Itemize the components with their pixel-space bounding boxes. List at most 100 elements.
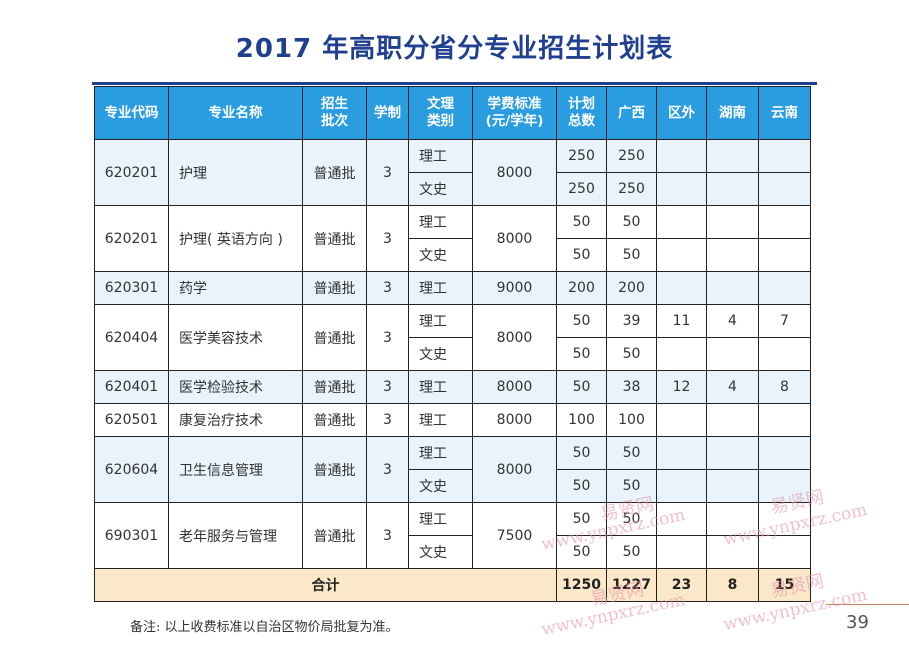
cell-code: 690301 bbox=[94, 502, 169, 569]
header-batch: 招生 批次 bbox=[302, 86, 367, 140]
header-code: 专业代码 bbox=[94, 86, 169, 140]
cell-outside: 11 bbox=[656, 304, 707, 338]
cell-plan-total: 50 bbox=[556, 436, 607, 470]
cell-yunnan bbox=[758, 535, 811, 569]
cell-batch: 普通批 bbox=[302, 436, 367, 503]
total-row: 合计 1250 1227 23 8 15 bbox=[94, 568, 811, 602]
cell-yunnan bbox=[758, 139, 811, 173]
cell-outside bbox=[656, 436, 707, 470]
cell-category: 理工 bbox=[408, 436, 473, 470]
title-rule bbox=[92, 82, 817, 85]
header-plan-total: 计划 总数 bbox=[556, 86, 607, 140]
cell-years: 3 bbox=[366, 436, 409, 503]
cell-category: 文史 bbox=[408, 535, 473, 569]
cell-hunan bbox=[706, 172, 759, 206]
cell-batch: 普通批 bbox=[302, 403, 367, 437]
cell-fee: 9000 bbox=[472, 271, 557, 305]
table-row: 620201 护理( 英语方向 ) 普通批 3 理工 8000 50 50 bbox=[94, 205, 811, 272]
cell-hunan bbox=[706, 238, 759, 272]
header-yunnan: 云南 bbox=[758, 86, 811, 140]
cell-code: 620201 bbox=[94, 205, 169, 272]
cell-outside bbox=[656, 535, 707, 569]
cell-plan-total: 250 bbox=[556, 139, 607, 173]
table-row: 620201 护理 普通批 3 理工 8000 250 250 bbox=[94, 139, 811, 206]
cell-guangxi: 50 bbox=[606, 502, 657, 536]
total-hunan: 8 bbox=[706, 568, 759, 602]
cell-years: 3 bbox=[366, 370, 409, 404]
cell-years: 3 bbox=[366, 403, 409, 437]
cell-yunnan bbox=[758, 403, 811, 437]
cell-code: 620301 bbox=[94, 271, 169, 305]
cell-outside bbox=[656, 469, 707, 503]
cell-years: 3 bbox=[366, 502, 409, 569]
cell-outside: 12 bbox=[656, 370, 707, 404]
page-title: 2017 年高职分省分专业招生计划表 bbox=[235, 34, 674, 64]
cell-yunnan bbox=[758, 238, 811, 272]
cell-years: 3 bbox=[366, 271, 409, 305]
cell-category: 文史 bbox=[408, 172, 473, 206]
cell-outside bbox=[656, 238, 707, 272]
cell-code: 620401 bbox=[94, 370, 169, 404]
cell-major-name: 医学美容技术 bbox=[168, 304, 303, 371]
page-number-rule bbox=[826, 604, 909, 605]
cell-fee: 8000 bbox=[472, 304, 557, 371]
table-row: 620604 卫生信息管理 普通批 3 理工 8000 50 50 bbox=[94, 436, 811, 503]
cell-outside bbox=[656, 403, 707, 437]
header-fee: 学费标准 (元/学年) bbox=[472, 86, 557, 140]
cell-guangxi: 39 bbox=[606, 304, 657, 338]
cell-batch: 普通批 bbox=[302, 304, 367, 371]
total-yunnan: 15 bbox=[758, 568, 811, 602]
cell-outside bbox=[656, 172, 707, 206]
cell-category: 理工 bbox=[408, 502, 473, 536]
cell-batch: 普通批 bbox=[302, 370, 367, 404]
cell-plan-total: 100 bbox=[556, 403, 607, 437]
cell-guangxi: 250 bbox=[606, 172, 657, 206]
cell-category: 文史 bbox=[408, 469, 473, 503]
cell-yunnan bbox=[758, 469, 811, 503]
cell-hunan: 4 bbox=[706, 304, 759, 338]
header-years: 学制 bbox=[366, 86, 409, 140]
cell-batch: 普通批 bbox=[302, 139, 367, 206]
table-row: 文史 50 50 bbox=[95, 238, 811, 272]
header-row: 专业代码 专业名称 招生 批次 学制 文理 类别 学费标准 (元/学年) 计划 总数 广… bbox=[94, 86, 811, 140]
cell-years: 3 bbox=[366, 205, 409, 272]
cell-fee: 8000 bbox=[472, 205, 557, 272]
cell-outside bbox=[656, 337, 707, 371]
cell-guangxi: 50 bbox=[606, 238, 657, 272]
cell-hunan bbox=[706, 502, 759, 536]
cell-major-name: 药学 bbox=[168, 271, 303, 305]
cell-guangxi: 38 bbox=[606, 370, 657, 404]
cell-plan-total: 50 bbox=[556, 502, 607, 536]
cell-yunnan bbox=[758, 205, 811, 239]
cell-code: 620404 bbox=[94, 304, 169, 371]
header-name: 专业名称 bbox=[168, 86, 303, 140]
cell-batch: 普通批 bbox=[302, 271, 367, 305]
total-plan: 1250 bbox=[556, 568, 607, 602]
total-label: 合计 bbox=[94, 568, 557, 602]
cell-fee: 8000 bbox=[472, 403, 557, 437]
cell-years: 3 bbox=[366, 139, 409, 206]
cell-code: 620501 bbox=[94, 403, 169, 437]
cell-fee: 8000 bbox=[472, 370, 557, 404]
cell-hunan bbox=[706, 403, 759, 437]
cell-yunnan bbox=[758, 436, 811, 470]
cell-plan-total: 50 bbox=[556, 205, 607, 239]
table-row: 690301 老年服务与管理 普通批 3 理工 7500 50 50 bbox=[94, 502, 811, 569]
cell-category: 理工 bbox=[408, 403, 473, 437]
cell-guangxi: 50 bbox=[606, 469, 657, 503]
cell-major-name: 护理( 英语方向 ) bbox=[168, 205, 303, 272]
table-row: 620301 药学 普通批 3 理工 9000 200 200 bbox=[94, 271, 811, 305]
cell-major-name: 医学检验技术 bbox=[168, 370, 303, 404]
cell-code: 620604 bbox=[94, 436, 169, 503]
cell-guangxi: 50 bbox=[606, 535, 657, 569]
cell-guangxi: 250 bbox=[606, 139, 657, 173]
cell-hunan bbox=[706, 139, 759, 173]
cell-fee: 7500 bbox=[472, 502, 557, 569]
cell-major-name: 老年服务与管理 bbox=[168, 502, 303, 569]
cell-batch: 普通批 bbox=[302, 205, 367, 272]
cell-major-name: 康复治疗技术 bbox=[168, 403, 303, 437]
table-row: 620404 医学美容技术 普通批 3 理工 8000 50 39 11 4 7 bbox=[94, 304, 811, 371]
cell-batch: 普通批 bbox=[302, 502, 367, 569]
cell-hunan bbox=[706, 535, 759, 569]
cell-hunan bbox=[706, 205, 759, 239]
